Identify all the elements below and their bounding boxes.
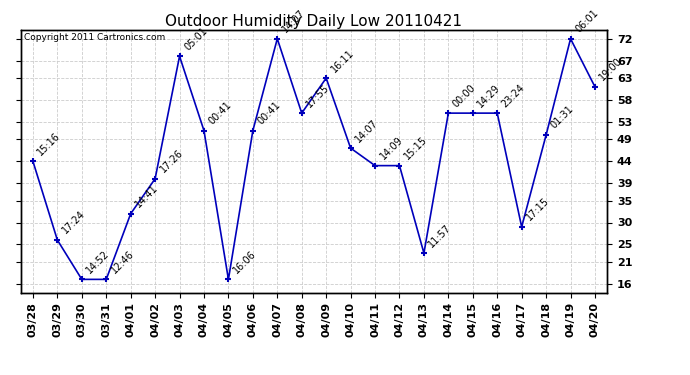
Text: 00:41: 00:41 bbox=[255, 100, 282, 126]
Text: 17:55: 17:55 bbox=[304, 82, 331, 109]
Text: 05:01: 05:01 bbox=[182, 25, 209, 52]
Text: 11:57: 11:57 bbox=[426, 222, 453, 249]
Text: 12:46: 12:46 bbox=[109, 248, 136, 275]
Text: 16:11: 16:11 bbox=[329, 47, 355, 74]
Text: 14:07: 14:07 bbox=[353, 117, 380, 144]
Text: Copyright 2011 Cartronics.com: Copyright 2011 Cartronics.com bbox=[23, 33, 165, 42]
Text: 14:52: 14:52 bbox=[85, 248, 112, 275]
Text: 14:41: 14:41 bbox=[133, 183, 160, 210]
Text: 15:15: 15:15 bbox=[402, 135, 429, 162]
Text: 15:16: 15:16 bbox=[36, 130, 63, 157]
Text: 16:06: 16:06 bbox=[231, 249, 258, 275]
Text: 01:31: 01:31 bbox=[549, 104, 575, 131]
Text: 14:09: 14:09 bbox=[378, 135, 404, 162]
Text: 19:00: 19:00 bbox=[598, 56, 624, 83]
Text: 00:41: 00:41 bbox=[207, 100, 233, 126]
Text: 17:24: 17:24 bbox=[60, 209, 87, 236]
Text: 23:24: 23:24 bbox=[500, 82, 527, 109]
Text: 06:01: 06:01 bbox=[573, 8, 600, 34]
Text: 00:00: 00:00 bbox=[451, 82, 478, 109]
Text: 17:26: 17:26 bbox=[158, 148, 185, 175]
Text: 14:07: 14:07 bbox=[280, 8, 307, 34]
Text: 17:15: 17:15 bbox=[524, 196, 551, 223]
Title: Outdoor Humidity Daily Low 20110421: Outdoor Humidity Daily Low 20110421 bbox=[166, 14, 462, 29]
Text: 14:29: 14:29 bbox=[475, 82, 502, 109]
